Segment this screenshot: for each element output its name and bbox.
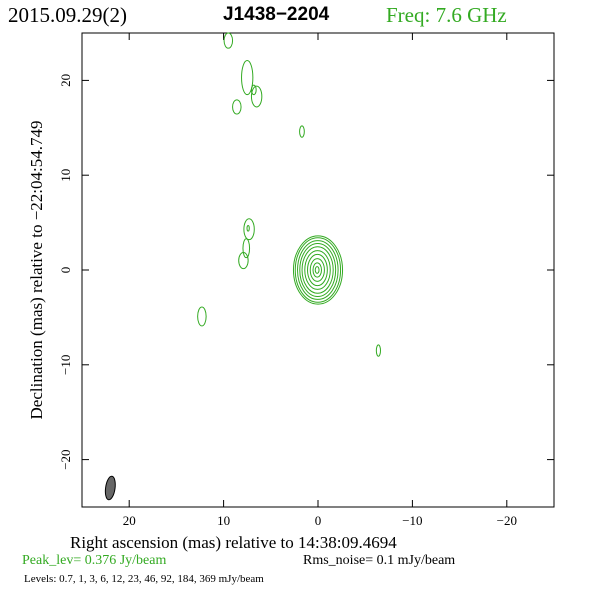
- beam-shape: [104, 475, 116, 501]
- y-axis-title: Declination (mas) relative to −22:04:54.…: [27, 121, 46, 420]
- core-contour: [299, 242, 337, 298]
- x-tick-label: −20: [497, 513, 517, 528]
- contour-levels: Levels: 0.7, 1, 3, 6, 12, 23, 46, 92, 18…: [24, 573, 264, 585]
- component-contour: [299, 125, 305, 138]
- rms-noise: Rms_noise= 0.1 mJy/beam: [303, 553, 456, 568]
- core-contour: [312, 262, 322, 278]
- core-contour: [307, 253, 328, 287]
- contour-lines: [197, 32, 381, 357]
- peak-level: Peak_lev= 0.376 Jy/beam: [22, 553, 167, 568]
- axis-tick-labels: 20 10 0 −10 −20 20 10 0 −10 −20: [58, 74, 517, 528]
- y-tick-label: 20: [58, 74, 73, 87]
- core-contour: [314, 266, 320, 274]
- frequency-label: Freq: 7.6 GHz: [386, 3, 507, 27]
- core-contour: [309, 258, 325, 282]
- plot-frame: [81, 32, 555, 508]
- y-tick-label: 0: [58, 267, 73, 274]
- y-tick-label: −20: [58, 449, 73, 469]
- x-tick-label: 10: [217, 513, 230, 528]
- component-contour: [250, 84, 257, 96]
- component-contour: [242, 238, 251, 259]
- core-contour: [304, 250, 331, 290]
- component-contour: [246, 224, 250, 232]
- component-contour: [375, 344, 381, 357]
- axis-ticks: [82, 33, 554, 507]
- component-contour: [243, 218, 255, 241]
- observation-date: 2015.09.29(2): [8, 3, 127, 27]
- y-tick-label: 10: [58, 169, 73, 182]
- component-contour: [238, 251, 249, 270]
- x-tick-label: −10: [402, 513, 422, 528]
- component-contour: [232, 99, 242, 115]
- x-tick-label: 20: [123, 513, 136, 528]
- core-contour: [294, 237, 342, 303]
- component-contour: [241, 59, 254, 96]
- core-contour: [301, 246, 334, 294]
- x-tick-label: 0: [315, 513, 322, 528]
- y-tick-label: −10: [58, 355, 73, 375]
- x-axis-title: Right ascension (mas) relative to 14:38:…: [70, 533, 397, 552]
- core-contour: [292, 235, 344, 305]
- source-name: J1438−2204: [223, 4, 330, 25]
- component-contour: [250, 85, 263, 108]
- component-contour: [197, 306, 207, 327]
- component-contour: [223, 32, 234, 49]
- core-contour: [297, 240, 339, 300]
- beam-ellipse: [104, 475, 116, 501]
